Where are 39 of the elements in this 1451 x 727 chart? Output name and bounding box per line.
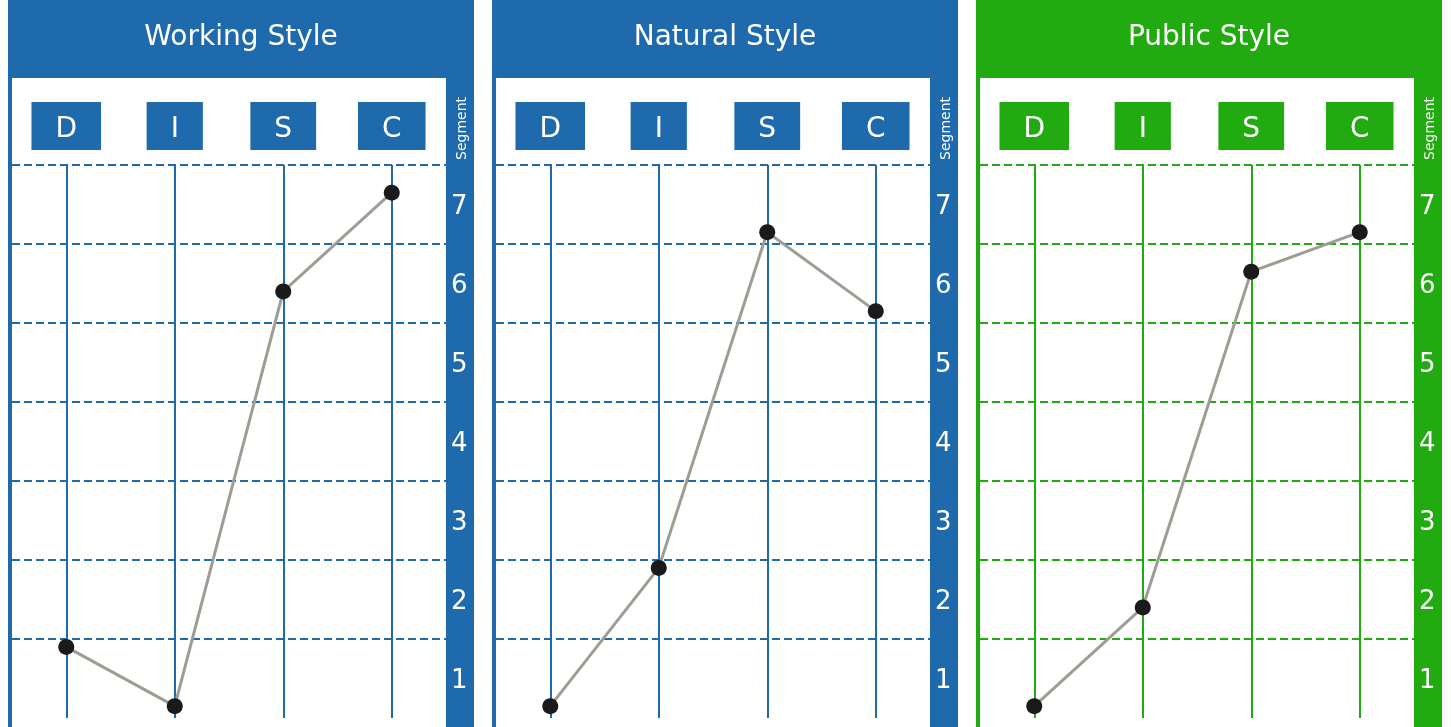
y-tick-label: 6 [451, 268, 468, 299]
x-tick-label: I [170, 110, 179, 144]
y-tick-label: 5 [1419, 347, 1436, 378]
y-tick-label: 1 [1419, 663, 1436, 694]
x-tick-label: S [758, 110, 777, 144]
y-tick-label: 4 [451, 426, 468, 457]
x-tick-label: C [1349, 110, 1370, 144]
y-tick-label: 4 [1419, 426, 1436, 457]
y-tick-label: 3 [1419, 505, 1436, 536]
x-tick-label: D [55, 110, 78, 144]
x-tick-label: I [1138, 110, 1147, 144]
y-tick-label: 7 [1419, 189, 1436, 220]
chart-title: Natural Style [633, 18, 817, 52]
x-tick-label: S [1242, 110, 1261, 144]
y-tick-label: 1 [451, 663, 468, 694]
chart-title: Public Style [1127, 18, 1291, 52]
y-tick-label: 3 [935, 505, 952, 536]
y-tick-label: 3 [451, 505, 468, 536]
x-tick-label: D [539, 110, 562, 144]
y-tick-label: 1 [935, 663, 952, 694]
y-tick-label: 6 [935, 268, 952, 299]
x-tick-label: D [1023, 110, 1046, 144]
y-tick-label: 2 [1419, 584, 1436, 615]
x-tick-label: C [381, 110, 402, 144]
x-tick-label: I [654, 110, 663, 144]
chart-title: Working Style [144, 18, 338, 52]
y-axis-title: Segment [453, 96, 469, 160]
x-tick-label: S [274, 110, 293, 144]
y-tick-label: 2 [451, 584, 468, 615]
y-tick-label: 5 [935, 347, 952, 378]
y-axis-title: Segment [1421, 96, 1437, 160]
y-tick-label: 6 [1419, 268, 1436, 299]
y-tick-label: 4 [935, 426, 952, 457]
x-tick-label: C [865, 110, 886, 144]
y-tick-label: 2 [935, 584, 952, 615]
y-tick-label: 7 [935, 189, 952, 220]
y-tick-label: 5 [451, 347, 468, 378]
y-tick-label: 7 [451, 189, 468, 220]
y-axis-title: Segment [937, 96, 953, 160]
